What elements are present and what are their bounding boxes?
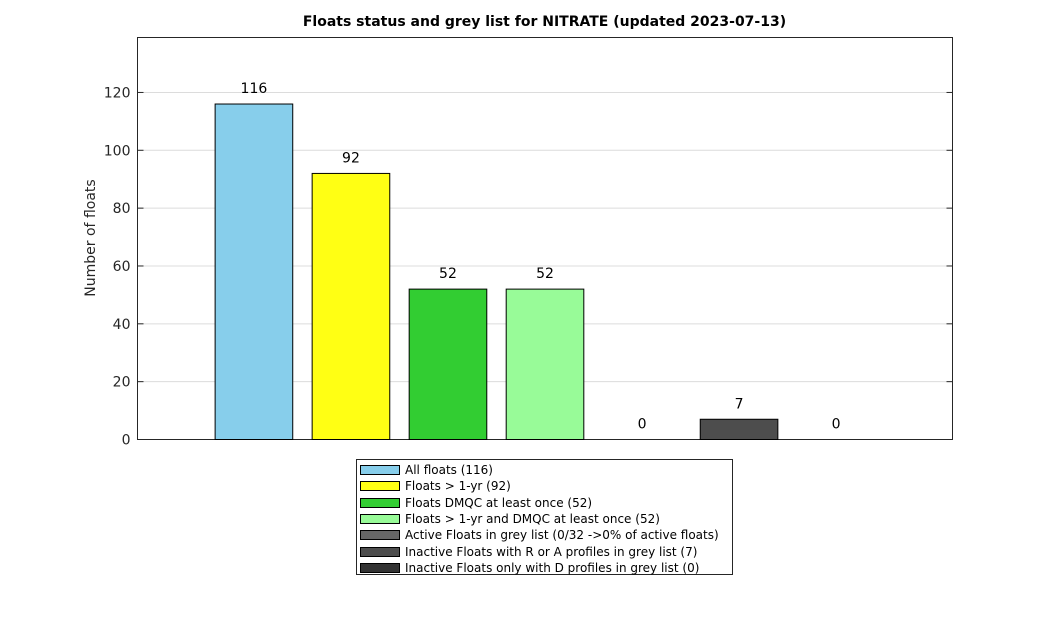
legend-item: Floats DMQC at least once (52): [357, 495, 732, 511]
bar: [699, 418, 779, 441]
y-tick-label: 80: [113, 201, 131, 217]
y-tick-label: 100: [104, 143, 131, 159]
legend-item: Floats > 1-yr (92): [357, 478, 732, 494]
chart-title: Floats status and grey list for NITRATE …: [302, 14, 787, 30]
legend-label: Floats > 1-yr and DMQC at least once (52…: [405, 512, 660, 527]
y-tick-label: 40: [113, 317, 131, 333]
y-tick-label: 120: [104, 85, 131, 101]
legend-swatch: [360, 546, 400, 557]
bar: [311, 172, 391, 440]
bar-value-label: 52: [439, 266, 457, 282]
bar: [214, 103, 294, 441]
data-labels: 116 92 52 52 0 7 0: [241, 81, 841, 432]
legend-label: Inactive Floats with R or A profiles in …: [405, 544, 698, 559]
bar-value-label: 116: [241, 81, 268, 97]
legend-item: Active Floats in grey list (0/32 ->0% of…: [357, 527, 732, 543]
bar-value-label: 0: [638, 417, 647, 433]
bar: [408, 288, 488, 440]
legend-label: Active Floats in grey list (0/32 ->0% of…: [405, 528, 719, 543]
legend-swatch: [360, 562, 400, 573]
legend-item: All floats (116): [357, 462, 732, 478]
legend-label: Inactive Floats only with D profiles in …: [405, 560, 700, 575]
legend-swatch: [360, 514, 400, 525]
legend-label: Floats > 1-yr (92): [405, 479, 511, 494]
y-axis-ticks: 0 20 40 60 80 100 120: [104, 85, 953, 449]
legend-item: Floats > 1-yr and DMQC at least once (52…: [357, 511, 732, 527]
legend: All floats (116) Floats > 1-yr (92) Floats…: [356, 459, 733, 575]
y-tick-label: 0: [122, 433, 131, 449]
legend-item: Inactive Floats only with D profiles in …: [357, 560, 732, 576]
y-tick-label: 20: [113, 375, 131, 391]
bars: [214, 103, 779, 441]
bar-value-label: 7: [735, 396, 744, 412]
y-axis-label: Number of floats: [83, 179, 99, 297]
legend-swatch: [360, 530, 400, 541]
legend-item: Inactive Floats with R or A profiles in …: [357, 543, 732, 559]
legend-label: All floats (116): [405, 463, 493, 478]
legend-label: Floats DMQC at least once (52): [405, 495, 593, 510]
bar: [505, 288, 585, 440]
y-tick-label: 60: [113, 259, 131, 275]
bar-value-label: 92: [342, 150, 360, 166]
legend-swatch: [360, 497, 400, 508]
bar-value-label: 0: [832, 417, 841, 433]
bar-value-label: 52: [536, 266, 554, 282]
legend-swatch: [360, 481, 400, 492]
legend-swatch: [360, 465, 400, 476]
